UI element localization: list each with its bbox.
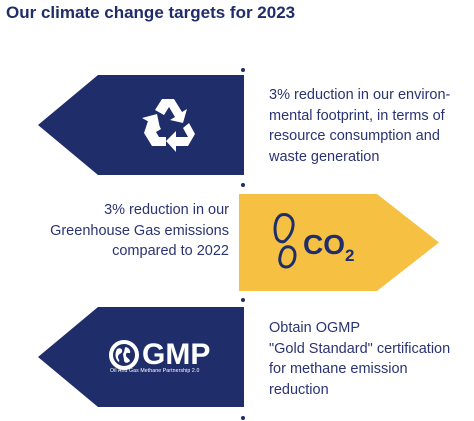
globe-icon [109,340,139,370]
ogmp-logo-text: GMP [142,338,211,371]
timeline-dot [241,68,245,72]
ogmp-logo: GMP Oil And Gas Methane Partnership 2.0 [108,338,230,376]
page-title: Our climate change targets for 2023 [6,3,296,22]
target-description-3: Obtain OGMP "Gold Standard" certificatio… [269,320,451,398]
target-description-2: 3% reduction in our Greenhouse Gas emiss… [50,202,229,259]
timeline-dot [241,416,245,420]
ogmp-logo-tagline: Oil And Gas Methane Partnership 2.0 [110,368,200,374]
footprint-icon [272,212,302,275]
timeline-dot [241,183,245,187]
target-arrow-3 [38,307,244,407]
timeline-dot [241,298,245,302]
target-description-1: 3% reduction in our environ- mental foot… [269,87,451,165]
target-arrow-1 [38,75,244,175]
co2-badge: CO2 [303,229,355,265]
recycle-icon [138,93,200,160]
